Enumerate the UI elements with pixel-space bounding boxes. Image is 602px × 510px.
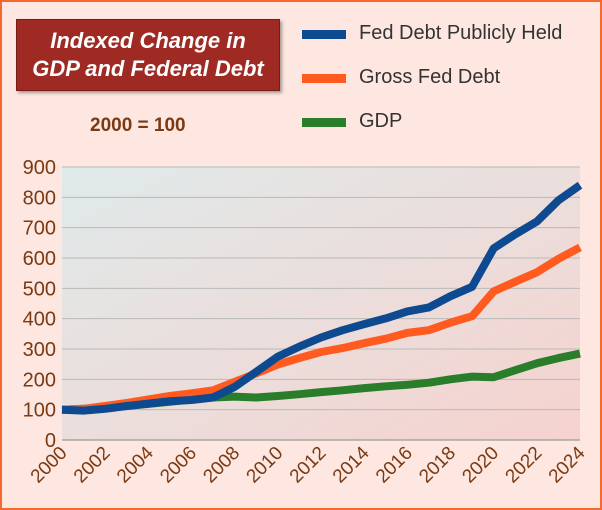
x-tick-label: 2020 [458, 443, 503, 488]
series-line-fed-debt-publicly-held [61, 181, 583, 415]
x-tick-label: 2000 [27, 443, 72, 488]
y-tick-label: 100 [23, 400, 56, 422]
legend-swatch-fed-debt-publicly-held [302, 30, 346, 39]
x-tick-label: 2008 [199, 443, 244, 488]
y-tick-label: 0 [45, 430, 56, 452]
legend-swatch-gross-fed-debt [302, 74, 346, 83]
chart-title-line-1: Indexed Change in [50, 28, 246, 53]
x-tick-label: 2006 [156, 443, 201, 488]
y-tick-label: 700 [23, 218, 56, 240]
series-line-gross-fed-debt [61, 243, 582, 414]
x-tick-label: 2022 [502, 443, 547, 488]
chart-subtitle: 2000 = 100 [90, 115, 186, 136]
chart-title-line-2: GDP and Federal Debt [32, 56, 264, 81]
x-tick-label: 2024 [545, 442, 590, 487]
y-tick-label: 200 [23, 369, 56, 391]
legend-item-gross-fed-debt: Gross Fed Debt [302, 66, 602, 90]
x-tick-label: 2014 [329, 442, 374, 487]
legend-swatch-gdp [302, 118, 346, 127]
chart-title-box: Indexed Change in GDP and Federal Debt [16, 19, 280, 91]
y-tick-label: 800 [23, 187, 56, 209]
x-tick-label: 2012 [286, 443, 331, 488]
x-tick-label: 2016 [372, 443, 417, 488]
x-tick-label: 2018 [415, 443, 460, 488]
legend-label-fed-debt-publicly-held: Fed Debt Publicly Held [359, 22, 563, 44]
y-tick-label: 500 [23, 278, 56, 300]
y-tick-label: 400 [23, 309, 56, 331]
x-tick-label: 2004 [113, 442, 158, 487]
x-tick-label: 2002 [70, 443, 115, 488]
x-axis-tick-labels: 2000200220042006200820102012201420162018… [27, 442, 590, 487]
y-tick-label: 900 [23, 157, 56, 179]
y-tick-label: 600 [23, 248, 56, 270]
y-axis-tick-labels: 0 100 200 300 400 500 600 700 800 900 [23, 157, 56, 452]
y-tick-label: 300 [23, 339, 56, 361]
legend-item-gdp: GDP [302, 110, 602, 134]
x-tick-label: 2010 [243, 443, 288, 488]
legend-label-gross-fed-debt: Gross Fed Debt [359, 66, 501, 88]
legend-item-fed-debt-publicly-held: Fed Debt Publicly Held [302, 22, 602, 46]
series-lines [61, 181, 583, 415]
legend-label-gdp: GDP [359, 110, 403, 132]
